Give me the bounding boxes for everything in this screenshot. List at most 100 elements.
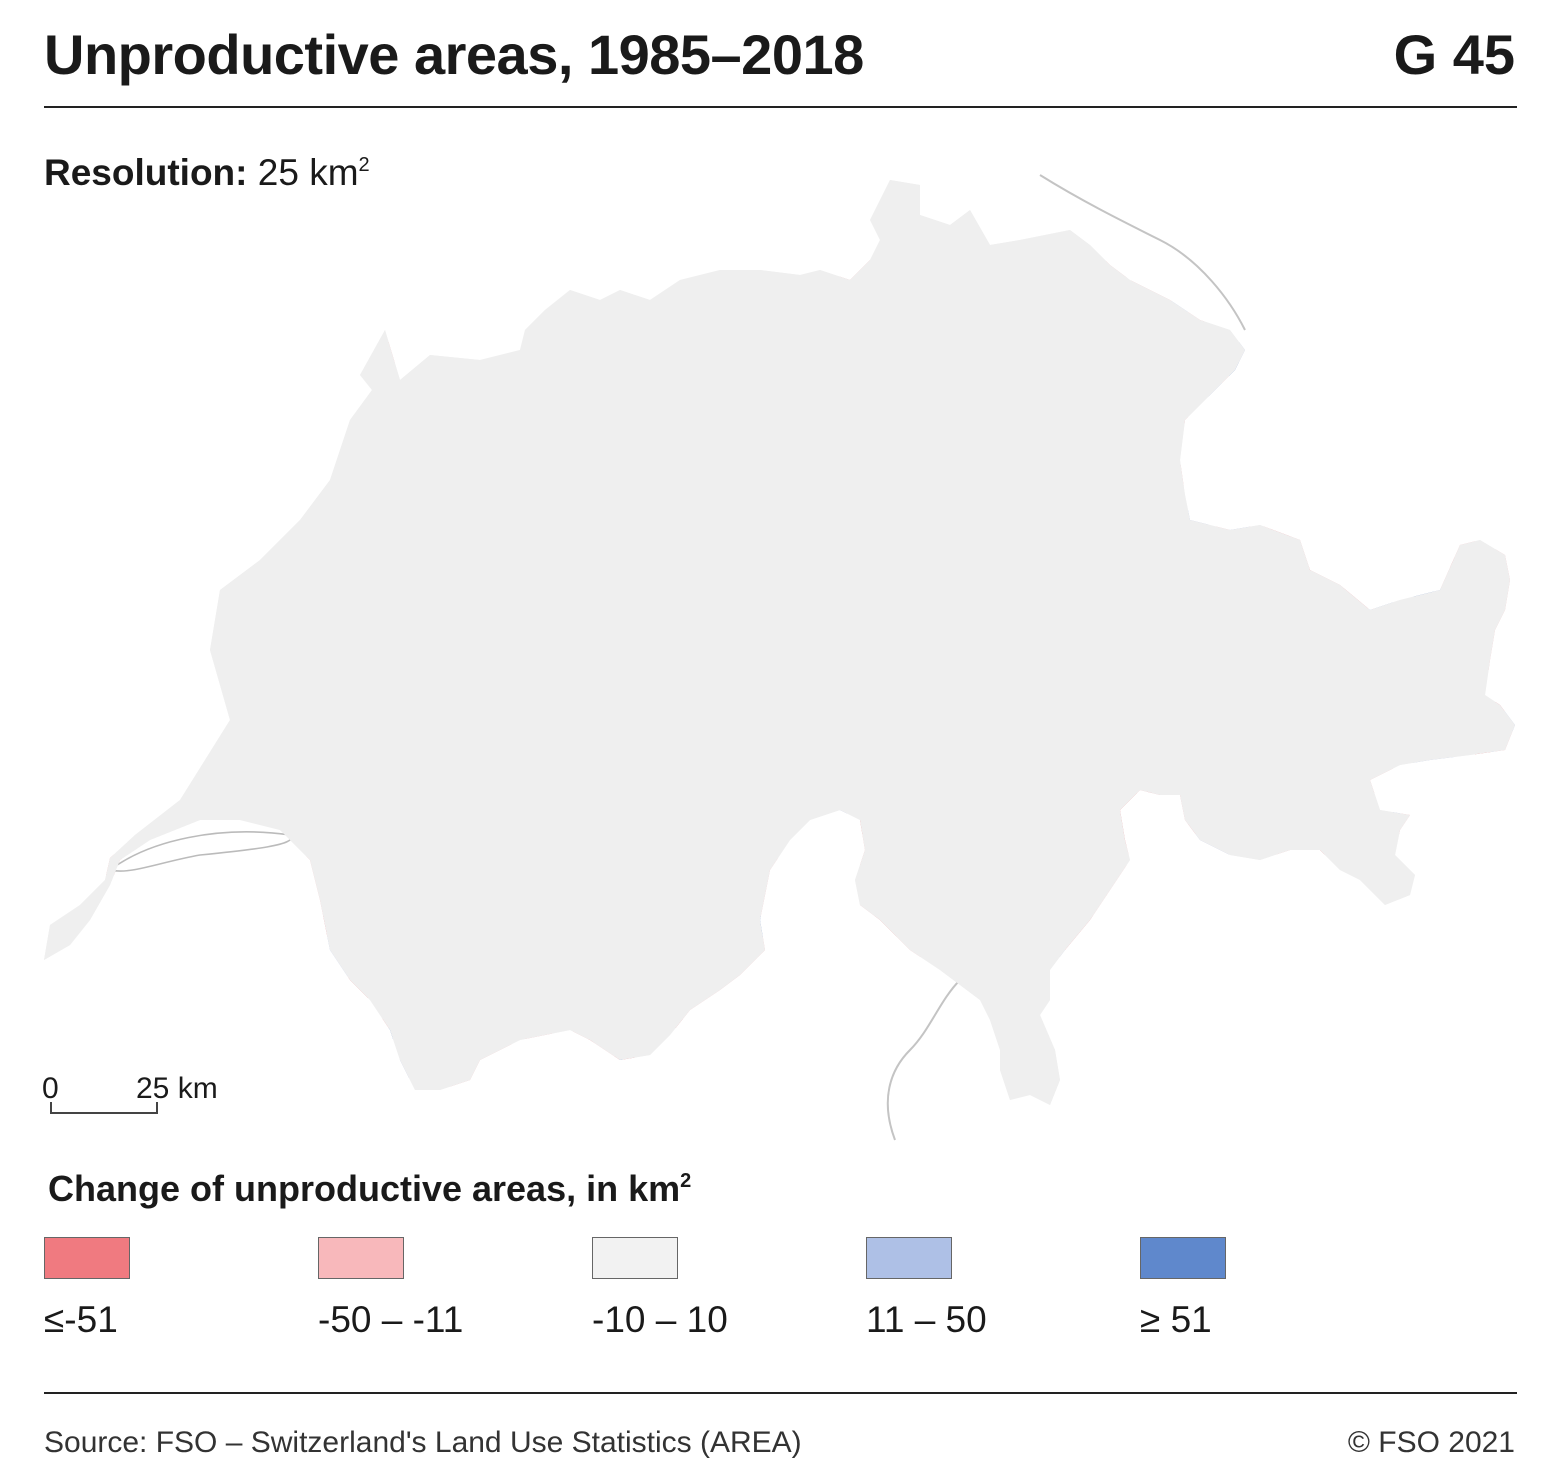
grid-cell <box>60 506 81 527</box>
grid-cell <box>306 977 327 998</box>
grid-cell <box>532 1039 553 1060</box>
grid-cell <box>1413 793 1434 814</box>
grid-cell <box>511 1059 532 1080</box>
grid-cell <box>1454 813 1475 834</box>
grid-cell <box>306 424 327 445</box>
grid-cell <box>1188 260 1209 281</box>
grid-cell <box>1208 1018 1229 1039</box>
grid-cell <box>327 1059 348 1080</box>
legend-item-strong-increase: ≥ 51 <box>1140 1237 1226 1341</box>
grid-cell <box>1208 465 1229 486</box>
scale-bar-line <box>50 1102 158 1114</box>
legend-title-text: Change of unproductive areas, in km <box>48 1168 681 1209</box>
grid-cell <box>737 1018 758 1039</box>
grid-cell <box>1475 834 1496 855</box>
scale-zero-label: 0 <box>42 1072 59 1105</box>
grid-cell <box>81 403 102 424</box>
legend-swatch <box>866 1237 952 1279</box>
grid-cell <box>1208 260 1229 281</box>
grid-cell <box>81 526 102 547</box>
grid-cell <box>1147 936 1168 957</box>
grid-cell <box>1393 526 1414 547</box>
grid-cell <box>1126 834 1147 855</box>
grid-cell <box>1495 629 1515 650</box>
grid-cell <box>1167 936 1188 957</box>
chart-title: Unproductive areas, 1985–2018 <box>44 23 864 86</box>
grid-cell <box>552 1059 573 1080</box>
grid-cell <box>327 977 348 998</box>
grid-cell <box>286 383 307 404</box>
grid-cell <box>1495 670 1515 691</box>
grid-cell <box>368 301 389 322</box>
grid-cell <box>1413 834 1434 855</box>
grid-cell <box>1229 506 1250 527</box>
grid-cell <box>347 998 368 1019</box>
legend-title-power: 2 <box>680 1170 692 1192</box>
grid-cell <box>1475 752 1496 773</box>
legend-swatch <box>592 1237 678 1279</box>
resolution-label: Resolution: <box>44 152 248 193</box>
grid-cell <box>1249 321 1270 342</box>
grid-cell <box>1495 649 1515 670</box>
legend-swatch <box>1140 1237 1226 1279</box>
resolution-note: Resolution: 25 km2 <box>44 152 370 194</box>
grid-cell <box>224 444 245 465</box>
grid-cell <box>1167 280 1188 301</box>
grid-cell <box>1372 526 1393 547</box>
grid-cell <box>60 362 81 383</box>
legend-label: ≤-51 <box>44 1299 118 1340</box>
grid-cell <box>1106 916 1127 937</box>
grid-cell <box>880 998 901 1019</box>
grid-cell <box>60 444 81 465</box>
grid-cell <box>183 936 204 957</box>
grid-cell <box>1126 813 1147 834</box>
grid-cell <box>1331 1059 1352 1080</box>
grid-cell <box>1085 936 1106 957</box>
grid-cell <box>1229 403 1250 424</box>
legend-swatch <box>44 1237 130 1279</box>
grid-cell <box>737 998 758 1019</box>
grid-cell <box>183 588 204 609</box>
legend-item-stable: -10 – 10 <box>592 1237 728 1341</box>
grid-cell <box>1311 526 1332 547</box>
grid-cell <box>798 1039 819 1060</box>
grid-cell <box>1372 977 1393 998</box>
grid-cell <box>1372 1059 1393 1080</box>
grid-cell <box>1434 813 1455 834</box>
grid-cell <box>1311 1018 1332 1039</box>
grid-cell <box>1147 793 1168 814</box>
grid-cell <box>757 1059 778 1080</box>
grid-cell <box>1475 793 1496 814</box>
grid-cell <box>1393 444 1414 465</box>
grid-cell <box>737 1039 758 1060</box>
legend-item-strong-decrease: ≤-51 <box>44 1237 130 1341</box>
outside-waters <box>886 174 1246 1141</box>
grid-cell <box>614 1059 635 1080</box>
grid-cell <box>696 1059 717 1080</box>
grid-cell <box>1495 813 1515 834</box>
grid-cell <box>306 936 327 957</box>
grid-cell <box>1475 444 1496 465</box>
grid-cell <box>1270 383 1291 404</box>
grid-cell <box>347 1018 368 1039</box>
grid-cell <box>1495 752 1515 773</box>
grid-cell <box>347 280 368 301</box>
grid-cell <box>1495 772 1515 793</box>
grid-cell <box>1475 813 1496 834</box>
grid-cell <box>1413 260 1434 281</box>
top-divider <box>44 106 1517 108</box>
grid-cell <box>1188 895 1209 916</box>
grid-cell <box>1393 280 1414 301</box>
grid-cell <box>634 1059 655 1080</box>
grid-cell <box>368 1039 389 1060</box>
grid-cell <box>1270 403 1291 424</box>
grid-cell <box>60 342 81 363</box>
grid-cell <box>1167 260 1188 281</box>
grid-cell <box>1290 280 1311 301</box>
copyright: © FSO 2021 <box>1347 1426 1515 1459</box>
grid-cell <box>60 813 81 834</box>
grid-cell <box>1085 1059 1106 1080</box>
grid-cell <box>327 998 348 1019</box>
grid-cell <box>1434 526 1455 547</box>
grid-cell <box>1413 772 1434 793</box>
